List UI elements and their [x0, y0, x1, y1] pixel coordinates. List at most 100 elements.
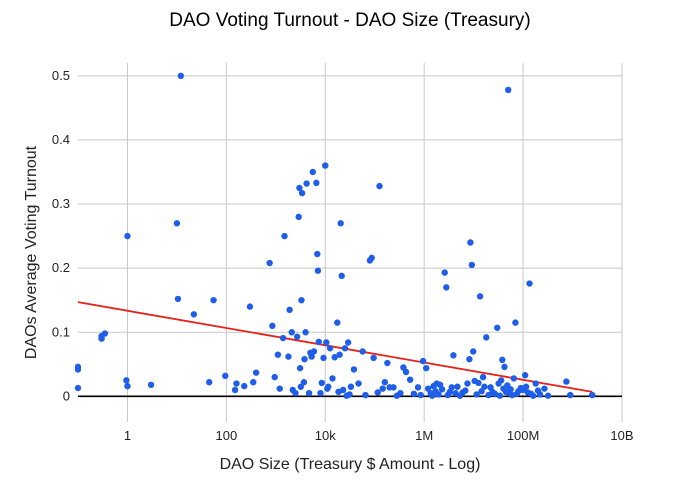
data-point [402, 368, 410, 376]
data-point [336, 351, 343, 358]
data-point [173, 220, 181, 227]
data-point [298, 189, 306, 197]
y-tick-label: 0 [63, 388, 70, 403]
data-point [443, 284, 450, 291]
y-tick-label: 0.2 [52, 260, 70, 275]
data-point [309, 168, 317, 176]
data-point [494, 324, 501, 331]
data-point [454, 383, 461, 390]
data-point [274, 351, 282, 358]
data-point [305, 389, 313, 397]
data-point [464, 380, 471, 387]
data-point [298, 296, 305, 304]
data-point [397, 389, 404, 397]
data-point [532, 380, 539, 387]
data-point [241, 382, 248, 390]
data-point [301, 355, 308, 363]
data-point [448, 384, 455, 391]
data-point [293, 333, 301, 340]
data-point [317, 389, 324, 397]
data-point [231, 386, 239, 394]
data-point [222, 372, 229, 380]
data-point [507, 386, 514, 393]
data-point [450, 352, 457, 359]
data-point [491, 390, 499, 397]
data-point [310, 348, 318, 355]
data-point [496, 392, 504, 399]
data-point [250, 379, 257, 386]
data-point [359, 348, 366, 355]
data-point [303, 180, 310, 187]
data-point [501, 363, 508, 371]
data-point [246, 303, 254, 310]
data-point [476, 293, 484, 300]
x-tick-label: 100 [216, 428, 238, 443]
axis-ticks: 0 0.1 0.2 0.3 0.4 0.5 1 100 10k 1M 100M 10B [52, 68, 634, 443]
data-point [101, 330, 109, 337]
data-point [147, 381, 155, 389]
data-point [499, 356, 506, 364]
trendline [77, 301, 593, 393]
data-point [521, 372, 529, 379]
data-point [276, 385, 283, 392]
y-axis-label: DAOs Average Voting Turnout [23, 145, 40, 359]
data-point [483, 334, 490, 341]
data-point [355, 380, 362, 387]
data-point [323, 339, 330, 346]
data-point [297, 383, 305, 390]
data-point [337, 220, 344, 227]
data-point [252, 369, 260, 376]
y-tick-label: 0.1 [52, 324, 70, 339]
data-point [288, 329, 295, 336]
data-point [479, 373, 487, 381]
data-point [410, 390, 418, 397]
data-point [497, 377, 505, 384]
y-tick-label: 0.4 [52, 132, 70, 147]
data-point [346, 391, 353, 398]
x-axis-label: DAO Size (Treasury $ Amount - Log) [220, 456, 481, 473]
x-tick-label: 10k [315, 428, 336, 443]
data-point [441, 269, 448, 276]
data-point [390, 384, 397, 391]
data-point [74, 384, 82, 392]
data-point [326, 345, 334, 352]
data-point [526, 280, 533, 287]
data-point [279, 334, 287, 342]
data-point [190, 311, 198, 318]
data-point [536, 391, 544, 398]
data-point [339, 386, 347, 394]
data-point [206, 379, 213, 386]
data-point [368, 254, 375, 262]
data-point [362, 391, 369, 399]
data-point [269, 322, 276, 330]
data-point [466, 355, 473, 363]
data-point [423, 364, 430, 372]
data-point [315, 338, 323, 346]
data-point [428, 392, 436, 399]
data-point [438, 386, 446, 393]
data-point [475, 379, 482, 387]
data-point [419, 357, 427, 365]
data-point [563, 378, 570, 385]
data-point [300, 379, 308, 386]
x-tick-label: 1M [415, 428, 433, 443]
data-point [473, 391, 480, 398]
data-point [124, 382, 131, 390]
chart-title: DAO Voting Turnout - DAO Size (Treasury) [169, 10, 531, 31]
x-tick-label: 100M [507, 428, 540, 443]
data-point [589, 391, 596, 399]
grid [78, 63, 623, 422]
data-point [338, 272, 345, 280]
data-point [266, 259, 273, 267]
data-point [233, 380, 240, 387]
y-tick-label: 0.5 [52, 68, 70, 83]
data-point [308, 353, 315, 360]
data-point [376, 182, 383, 190]
data-point [177, 72, 185, 80]
data-point [470, 348, 477, 355]
data-point [508, 391, 516, 399]
data-point [322, 162, 329, 169]
data-point [567, 391, 574, 399]
data-point [435, 391, 442, 398]
